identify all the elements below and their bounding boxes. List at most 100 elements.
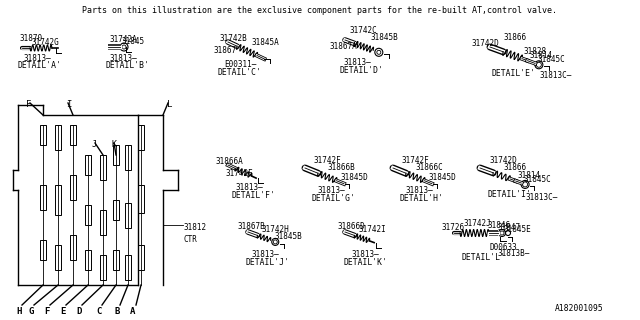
Text: 31742C: 31742C	[349, 26, 377, 35]
Bar	[40, 240, 46, 260]
Text: 31813—: 31813—	[351, 250, 379, 259]
Text: 31845C: 31845C	[537, 55, 565, 64]
Text: 31812: 31812	[184, 223, 207, 232]
Text: 31845D: 31845D	[429, 173, 456, 182]
Text: F: F	[44, 307, 50, 316]
Bar	[138, 245, 144, 270]
Text: Parts on this illustration are the exclusive component parts for the re-built AT: Parts on this illustration are the exclu…	[83, 6, 557, 15]
Text: 31813—: 31813—	[236, 183, 264, 192]
Text: 31742I: 31742I	[358, 225, 386, 235]
Text: E00311—: E00311—	[224, 60, 257, 69]
Text: DETAIL'D': DETAIL'D'	[339, 66, 383, 75]
Bar	[85, 205, 91, 225]
Text: G: G	[28, 307, 34, 316]
Text: 31866C: 31866C	[416, 163, 444, 172]
Text: 31742G: 31742G	[32, 38, 60, 47]
Bar	[55, 185, 61, 215]
Text: 31845: 31845	[122, 37, 145, 46]
Text: 31813—: 31813—	[405, 186, 433, 195]
Bar	[125, 145, 131, 170]
Text: 31866A: 31866A	[216, 157, 244, 166]
Bar	[113, 145, 119, 165]
Bar	[125, 255, 131, 280]
Text: A: A	[131, 307, 136, 316]
Text: 31814: 31814	[518, 171, 541, 180]
Text: DETAIL'J': DETAIL'J'	[246, 258, 290, 267]
Text: 31742D: 31742D	[490, 156, 518, 165]
Text: 31813—: 31813—	[24, 54, 52, 63]
Text: D: D	[76, 307, 82, 316]
Text: H: H	[16, 307, 22, 316]
Bar	[85, 155, 91, 175]
Text: 31867A: 31867A	[329, 42, 356, 51]
Text: 31845E: 31845E	[504, 225, 532, 234]
Text: 31742B: 31742B	[220, 34, 248, 43]
Text: 31813—: 31813—	[317, 186, 345, 195]
Text: L: L	[167, 100, 172, 109]
Bar	[70, 235, 76, 260]
Bar	[100, 255, 106, 280]
Text: 31866: 31866	[503, 163, 526, 172]
Text: 31813C—: 31813C—	[539, 71, 572, 80]
Text: F: F	[26, 100, 31, 109]
Bar	[113, 250, 119, 270]
Text: 31867: 31867	[214, 46, 237, 55]
Text: CTR: CTR	[184, 235, 198, 244]
Text: 31866D: 31866D	[337, 222, 365, 231]
Text: 31845A: 31845A	[251, 38, 279, 47]
Bar	[40, 185, 46, 210]
Text: 31813—: 31813—	[252, 250, 280, 259]
Text: 31866: 31866	[504, 33, 527, 42]
Bar	[85, 250, 91, 270]
Text: 31845C: 31845C	[524, 175, 551, 184]
Bar	[113, 200, 119, 220]
Text: 31742D: 31742D	[472, 39, 500, 48]
Text: 31742F: 31742F	[313, 156, 340, 165]
Text: 31742A: 31742A	[109, 35, 137, 44]
Bar	[55, 245, 61, 270]
Text: 31867B: 31867B	[238, 222, 266, 231]
Text: 31846: 31846	[488, 221, 511, 230]
Bar	[125, 203, 131, 228]
Text: DETAIL'L': DETAIL'L'	[462, 253, 506, 262]
Text: E: E	[60, 307, 66, 316]
Text: 31847: 31847	[498, 223, 521, 232]
Text: C: C	[96, 307, 102, 316]
Bar	[70, 125, 76, 145]
Text: DETAIL'B': DETAIL'B'	[106, 61, 150, 70]
Text: DETAIL'H': DETAIL'H'	[399, 194, 443, 203]
Text: 31845B: 31845B	[275, 232, 302, 241]
Text: 31742F: 31742F	[401, 156, 429, 165]
Text: DETAIL'C': DETAIL'C'	[218, 68, 262, 77]
Bar	[138, 125, 144, 150]
Text: 31866B: 31866B	[328, 163, 356, 172]
Bar	[100, 155, 106, 180]
Text: DETAIL'G': DETAIL'G'	[311, 194, 355, 203]
Text: 31828: 31828	[524, 47, 547, 56]
Text: DETAIL'F': DETAIL'F'	[232, 191, 276, 200]
Bar	[138, 185, 144, 213]
Text: J: J	[92, 140, 97, 149]
Text: A182001095: A182001095	[555, 304, 604, 313]
Bar	[55, 125, 61, 150]
Text: 31870: 31870	[20, 34, 43, 43]
Text: 31813B—: 31813B—	[498, 249, 531, 258]
Text: 31726: 31726	[442, 223, 465, 232]
Text: DETAIL'K': DETAIL'K'	[343, 258, 387, 267]
Text: 31845B: 31845B	[371, 33, 398, 43]
Text: I: I	[66, 100, 72, 109]
Text: D00633: D00633	[490, 243, 518, 252]
Text: 31742H: 31742H	[261, 225, 289, 235]
Bar	[70, 175, 76, 200]
Text: 31814: 31814	[529, 51, 553, 60]
Text: B: B	[115, 307, 120, 316]
Text: DETAIL'E': DETAIL'E'	[492, 69, 536, 78]
Text: 31813C—: 31813C—	[525, 193, 557, 202]
Bar	[100, 210, 106, 235]
Text: 31845D: 31845D	[340, 173, 368, 182]
Bar	[40, 125, 46, 145]
Text: DETAIL'I': DETAIL'I'	[488, 190, 532, 199]
Text: DETAIL'A': DETAIL'A'	[18, 61, 62, 70]
Text: 31742J: 31742J	[464, 219, 492, 228]
Text: 31813—: 31813—	[110, 54, 138, 63]
